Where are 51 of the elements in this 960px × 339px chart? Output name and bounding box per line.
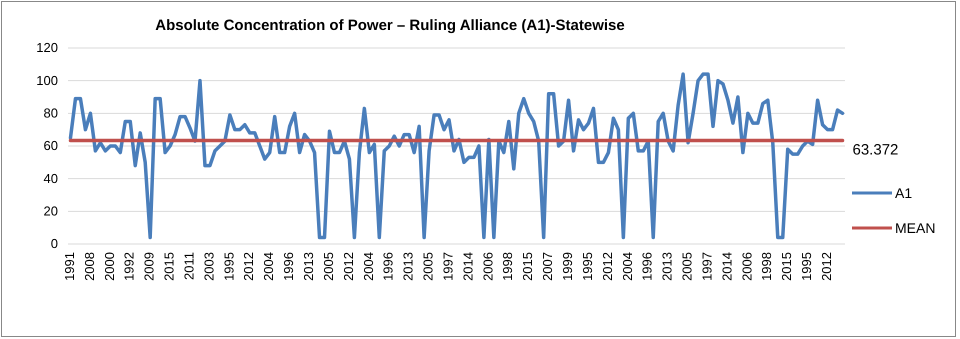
x-tick-label: 1995 [580,252,595,281]
x-tick-label: 2009 [142,252,157,281]
x-tick-label: 2004 [360,252,376,281]
x-tick-label: 2008 [82,252,97,281]
x-tick-label: 2003 [201,252,216,281]
x-tick-label: 2014 [460,252,476,281]
x-tick-label: 1995 [799,252,814,281]
x-tick-label: 2004 [261,252,276,281]
y-tick-label: 120 [36,40,58,56]
y-tick-label: 0 [50,236,58,252]
x-tick-label: 2015 [779,252,794,281]
legend-label: A1 [895,185,912,201]
x-tick-label: 1996 [640,252,655,281]
x-tick-label: 2007 [540,252,556,281]
x-tick-label: 2012 [340,252,356,281]
x-tick-label: 1999 [560,252,576,281]
x-tick-label: 2015 [162,252,177,281]
x-tick-label: 2012 [600,252,615,281]
x-tick-label: 2006 [739,252,754,281]
y-tick-label: 20 [44,203,58,218]
x-tick-label: 1996 [281,252,296,281]
x-tick-label: 2005 [320,252,336,281]
x-tick-label: 2013 [400,252,416,281]
x-tick-label: 2012 [241,252,256,281]
x-tick-label: 1995 [221,252,236,281]
x-tick-label: 1997 [440,252,456,281]
legend-label: MEAN [895,220,936,236]
x-tick-label: 1998 [759,252,774,281]
x-tick-label: 1991 [62,252,77,281]
x-tick-label: 1996 [380,252,396,281]
x-tick-label: 1998 [500,252,516,281]
x-tick-label: 2013 [301,252,316,281]
x-tick-label: 2015 [520,252,536,281]
x-tick-label: 2011 [181,252,196,280]
y-tick-label: 80 [44,105,58,120]
x-tick-label: 2005 [420,252,436,281]
y-tick-label: 60 [44,138,58,154]
x-tick-label: 2014 [719,252,734,281]
x-tick-label: 2012 [819,252,834,281]
x-tick-label: 1992 [122,252,137,281]
x-tick-label: 2006 [480,252,496,281]
x-tick-label: 2000 [102,252,117,281]
x-tick-label: 2005 [680,252,695,281]
x-tick-label: 1997 [699,252,714,281]
data-label: 63.372 [852,141,898,158]
x-tick-label: 2004 [620,252,635,281]
chart-title: Absolute Concentration of Power – Ruling Alliance (A1)-Statewise [155,17,625,34]
x-tick-label: 2013 [660,252,675,281]
line-series [68,72,844,240]
y-tick-label: 40 [44,170,58,186]
y-tick-label: 100 [36,72,58,88]
